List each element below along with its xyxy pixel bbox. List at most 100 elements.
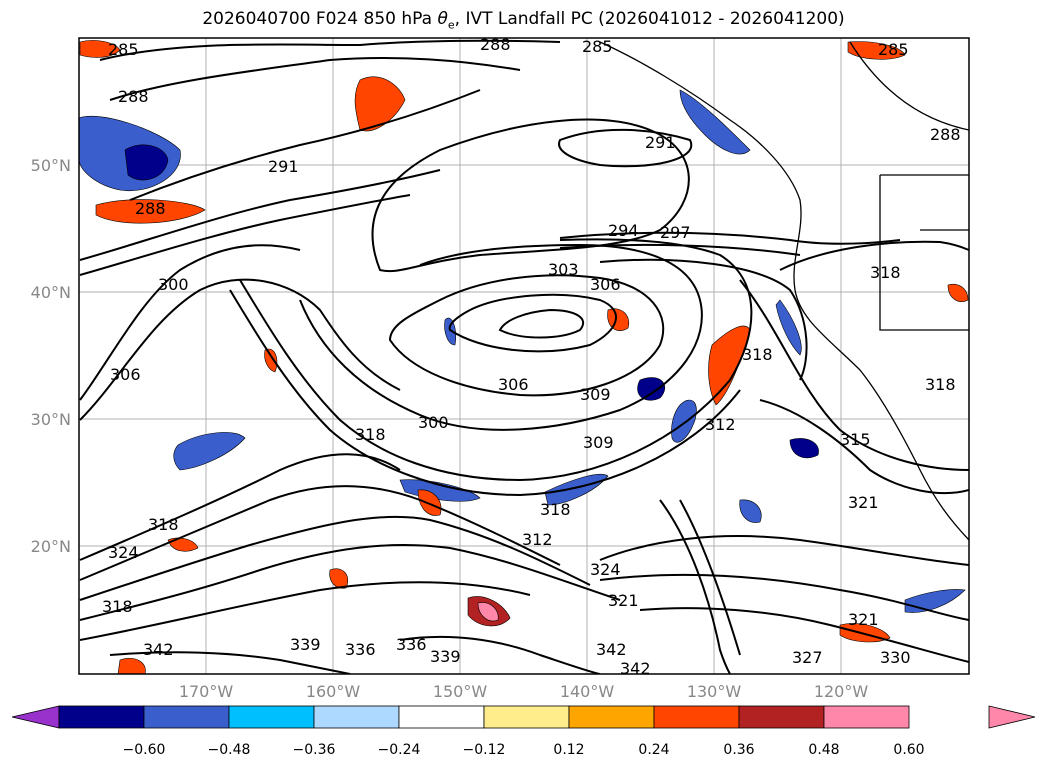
contour-label: 297: [660, 223, 691, 242]
contour-label: 309: [583, 433, 614, 452]
contour-label: 306: [110, 365, 141, 384]
contour-label: 285: [108, 40, 139, 59]
map-frame: [78, 37, 970, 675]
colorbar-tick-label: 0.24: [638, 742, 669, 758]
colorbar-tick-label: 0.12: [553, 742, 584, 758]
contour-label: 321: [608, 591, 639, 610]
contour-label: 321: [848, 610, 879, 629]
contour-label: 294: [608, 221, 639, 240]
contour-line: [299, 243, 703, 431]
title-theta: θ: [437, 9, 448, 29]
title-suffix: , IVT Landfall PC (2026041012 - 20260412…: [454, 9, 845, 29]
contour-label: 285: [582, 37, 613, 56]
anomaly-patch: [671, 399, 697, 443]
lat-label: 40°N: [31, 283, 71, 302]
colorbar-bin: [568, 705, 655, 729]
contour-line: [109, 57, 521, 101]
contour-label: 339: [290, 635, 321, 654]
colorbar-bin: [823, 705, 910, 729]
colorbar-tick-label: −0.48: [208, 742, 251, 758]
contour-line: [79, 515, 591, 601]
anomaly-patch: [947, 283, 969, 302]
contour-label: 300: [158, 275, 189, 294]
contour-line: [79, 244, 301, 401]
contour-label: 324: [108, 543, 139, 562]
contour-label: 318: [148, 515, 179, 534]
contour-line: [599, 535, 969, 566]
contour-line: [129, 89, 481, 201]
coastline-path: [849, 41, 969, 131]
coastline-path: [599, 41, 969, 541]
longitude-labels: 170°W 160°W 150°W 140°W 130°W 120°W: [179, 682, 869, 701]
contour-line: [558, 128, 693, 168]
contour-label: 324: [590, 560, 621, 579]
anomaly-patch: [904, 589, 966, 613]
contour-label: 336: [345, 640, 376, 659]
colorbar-bin: [313, 705, 400, 729]
colorbar-tick-label: 0.60: [893, 742, 924, 758]
coastline: [599, 41, 969, 541]
anomaly-patch: [477, 602, 499, 622]
contour-label: 312: [705, 415, 736, 434]
contour-label: 288: [118, 87, 149, 106]
contour-line: [679, 499, 741, 656]
contour-line: [99, 39, 561, 61]
contour-line: [79, 544, 621, 621]
anomaly-patch: [417, 489, 442, 516]
colorbar-tick-label: −0.24: [378, 742, 421, 758]
colorbar-bin: [228, 705, 315, 729]
lon-label: 140°W: [560, 682, 615, 701]
contour-label: 306: [498, 375, 529, 394]
colorbar-bin: [143, 705, 230, 729]
colorbar-bin: [738, 705, 825, 729]
colorbar-under-triangle: [11, 705, 60, 729]
contour-label: 285: [878, 40, 909, 59]
anomaly-patch: [79, 40, 121, 58]
contour-label: 336: [396, 635, 427, 654]
anomaly-patch: [124, 144, 169, 181]
contour-line: [399, 635, 601, 674]
contour-label: 288: [135, 199, 166, 218]
contour-label: 291: [268, 157, 299, 176]
lon-label: 150°W: [433, 682, 488, 701]
contour-line: [79, 581, 531, 641]
border-path: [879, 174, 969, 331]
colorbar-tick-label: −0.12: [463, 742, 506, 758]
contour-line: [739, 279, 969, 471]
anomaly-patch: [775, 299, 802, 356]
contour-line: [79, 278, 401, 421]
anomaly-patch: [329, 568, 349, 589]
contour-line: [79, 453, 401, 561]
title-prefix: 2026040700 F024 850 hPa: [202, 9, 438, 29]
lat-label: 50°N: [31, 156, 71, 175]
colorbar-bin: [653, 705, 740, 729]
contour-label: 318: [870, 263, 901, 282]
colorbar-tick-label: −0.60: [123, 742, 166, 758]
contour-label: 330: [880, 648, 911, 667]
contour-label: 312: [522, 530, 553, 549]
contour-line: [599, 258, 808, 381]
contour-line: [371, 118, 690, 273]
contour-label: 306: [590, 275, 621, 294]
contour-label: 309: [580, 385, 611, 404]
contour-line: [239, 238, 753, 482]
contour-label: 291: [645, 133, 676, 152]
contour-label: 315: [840, 430, 871, 449]
contour-line: [599, 573, 969, 621]
map-panel: [78, 37, 970, 675]
contour-label: 342: [596, 640, 627, 659]
contour-label: 288: [930, 125, 961, 144]
anomaly-patch: [173, 432, 246, 471]
lon-label: 170°W: [179, 682, 234, 701]
contour-label: 318: [540, 500, 571, 519]
contour-line: [779, 240, 969, 271]
contour-line: [109, 651, 351, 674]
anomaly-patch: [637, 377, 666, 401]
colorbar-bin: [398, 705, 485, 729]
anomaly-patch: [679, 89, 751, 155]
anomaly-patch: [117, 658, 146, 674]
contour-label: 318: [355, 425, 386, 444]
lat-label: 30°N: [31, 410, 71, 429]
contour-label: 318: [925, 375, 956, 394]
